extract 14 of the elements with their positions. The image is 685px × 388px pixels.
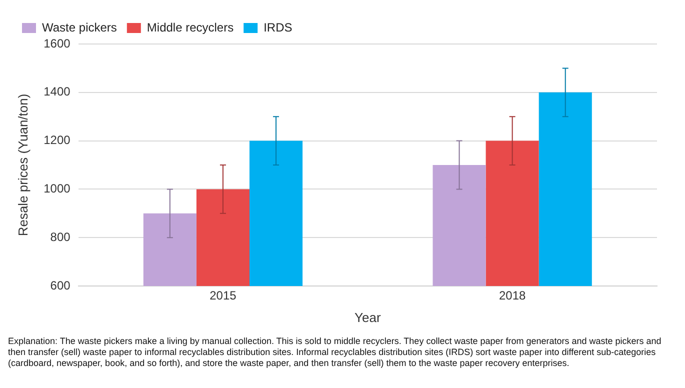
x-tick-label: 2018 <box>498 288 526 303</box>
y-tick-label: 600 <box>50 278 71 292</box>
x-tick-label: 2015 <box>210 288 237 303</box>
legend-label: Waste pickers <box>42 20 117 34</box>
legend-label: IRDS <box>264 20 292 34</box>
y-tick-label: 1600 <box>44 36 71 50</box>
y-tick-label: 1200 <box>44 133 71 148</box>
x-axis-title: Year <box>354 310 382 325</box>
y-tick-label: 1400 <box>44 84 71 99</box>
y-axis-title: Resale prices (Yuan/ton) <box>15 94 30 236</box>
y-tick-label: 800 <box>50 230 71 244</box>
legend-label: Middle recyclers <box>146 20 234 34</box>
text: Explanation: The waste pickers make a living by manual collection. This is sold to middle recyclers. They collect waste paper from generators and waste pickers and then transfer (sell) waste paper to informal recyclables distribution sites. Informal recyclables distribution sites (IRDS) sort waste paper into different sub-categories (cardboard, newspaper, book, and so forth), and store the waste paper, and then transfer (sell) them to the waste paper recovery enterprises. <box>8 336 662 369</box>
y-tick-label: 1000 <box>44 182 71 196</box>
